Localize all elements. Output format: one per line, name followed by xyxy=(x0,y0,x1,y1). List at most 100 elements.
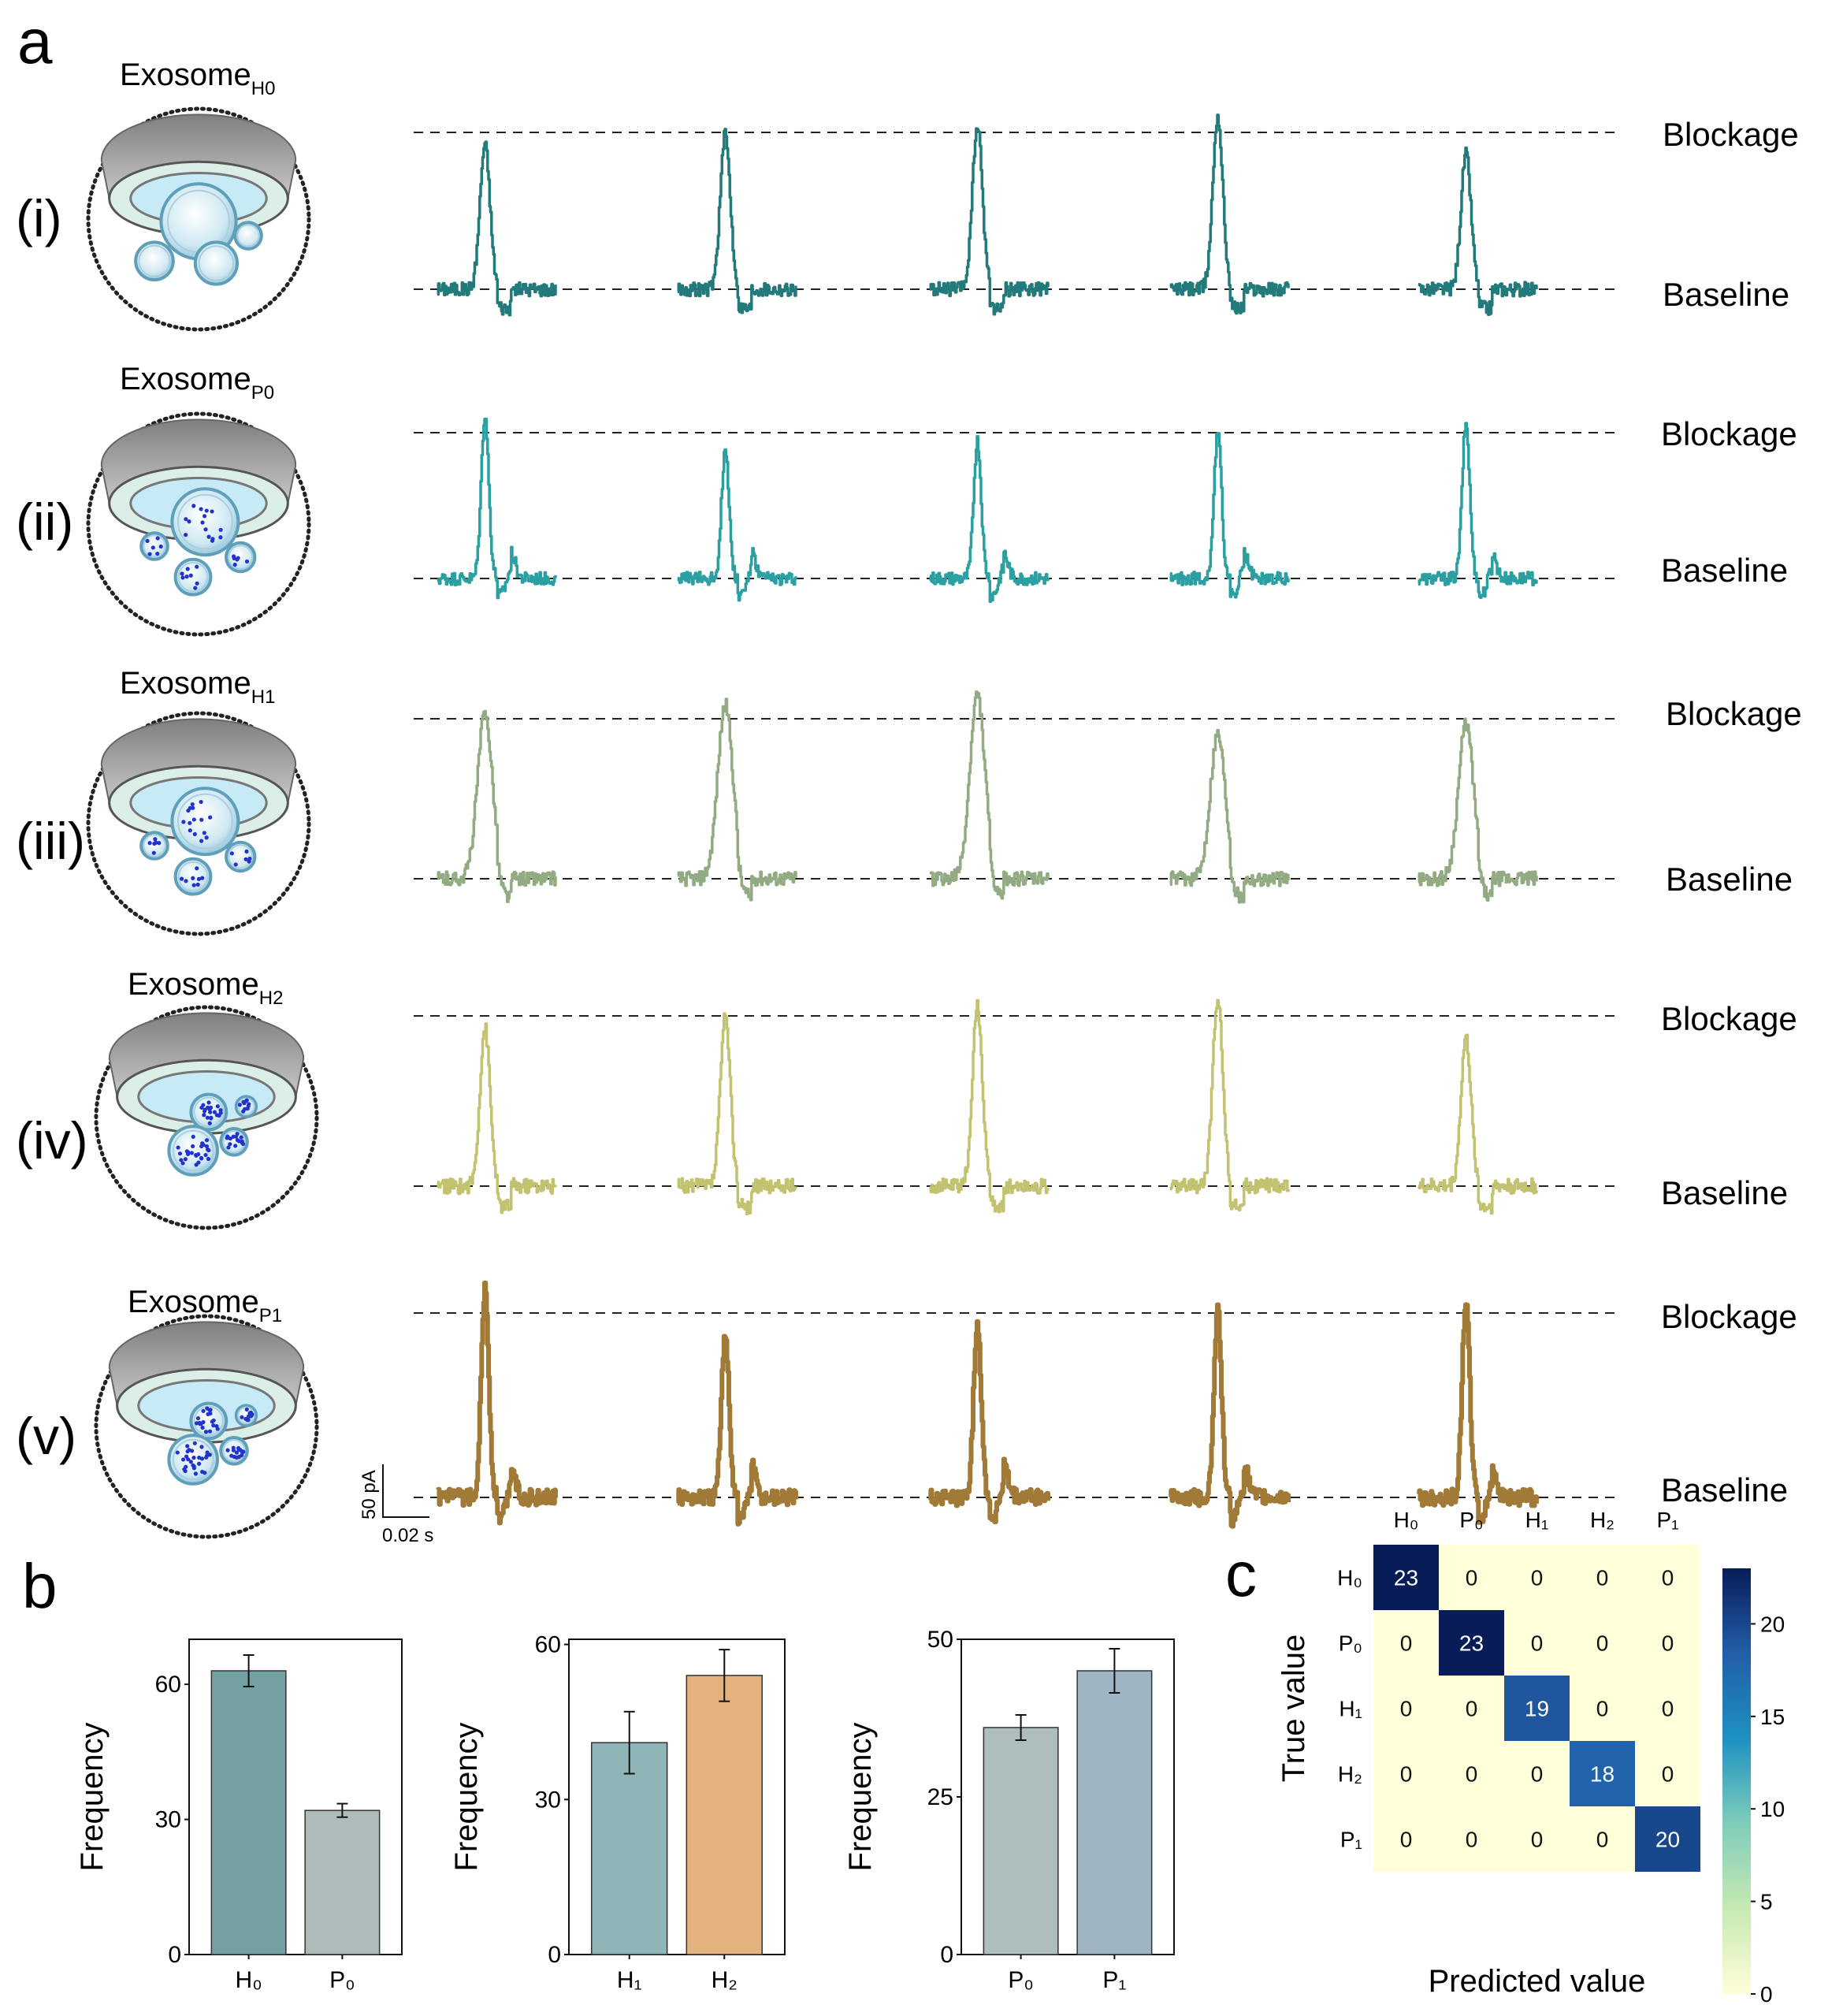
y-tick-label: 60 xyxy=(155,1672,181,1698)
bar-chart-2: 0 30 60 Frequency H₁ H₂ xyxy=(449,1632,786,1993)
matrix-cell xyxy=(1373,1806,1439,1872)
translocation-trace xyxy=(1418,1033,1538,1215)
blockage-label: Blockage xyxy=(1663,116,1799,153)
matrix-cell xyxy=(1504,1741,1570,1806)
blockage-label: Blockage xyxy=(1661,1000,1797,1037)
x-axis-label: Predicted value xyxy=(1429,1964,1646,1999)
cargo-dot xyxy=(199,1445,204,1449)
translocation-trace xyxy=(676,1333,798,1527)
cargo-dot xyxy=(188,1460,193,1464)
cargo-dot xyxy=(192,831,197,837)
cargo-dot xyxy=(233,1144,238,1148)
exosome-title-subscript: H2 xyxy=(259,988,284,1009)
scale-bar-time-label: 0.02 s xyxy=(382,1525,433,1546)
cargo-dot xyxy=(200,876,205,880)
cargo-dot xyxy=(209,1115,214,1120)
matrix-cell xyxy=(1373,1676,1439,1741)
matrix-cell-value: 0 xyxy=(1531,1631,1544,1656)
cargo-dot xyxy=(185,567,190,571)
y-tick-label: 50 xyxy=(927,1627,953,1653)
cargo-dot xyxy=(205,1453,210,1458)
cargo-dot xyxy=(218,527,223,532)
matrix-cell-value: 0 xyxy=(1400,1697,1413,1721)
cargo-dot xyxy=(204,1144,210,1149)
scale-bar: 50 pA0.02 s xyxy=(359,1464,433,1546)
row-numeral: (ii) xyxy=(16,493,73,551)
cargo-dot xyxy=(188,573,193,578)
x-tick-label: P₀ xyxy=(1008,1967,1033,1993)
vesicle-inner-ring xyxy=(177,561,209,593)
cargo-dot xyxy=(195,581,199,586)
cargo-dot xyxy=(208,1110,213,1114)
blockage-label: Blockage xyxy=(1661,415,1797,452)
cargo-dot xyxy=(199,507,203,511)
cargo-dot xyxy=(158,544,163,549)
matrix-cell xyxy=(1504,1610,1570,1676)
cargo-dot xyxy=(233,862,238,867)
scale-bar-lines xyxy=(382,1464,429,1518)
exosome-title-main: Exosome xyxy=(120,362,251,396)
cargo-dot xyxy=(246,1417,251,1423)
cargo-dot xyxy=(191,876,195,880)
cargo-dot xyxy=(188,805,192,810)
baseline-label: Baseline xyxy=(1661,552,1788,589)
exosome-title: ExosomeH0 xyxy=(120,58,275,99)
cargo-dot xyxy=(215,1426,220,1431)
cargo-dot xyxy=(145,538,150,543)
cargo-dot xyxy=(235,1132,240,1136)
y-tick-label: 30 xyxy=(155,1807,181,1833)
baseline-label: Baseline xyxy=(1666,861,1793,898)
cargo-dot xyxy=(208,1105,214,1110)
panel-label-c: c xyxy=(1225,1539,1257,1609)
blockage-label: Blockage xyxy=(1661,1298,1797,1335)
cargo-dot xyxy=(210,1419,214,1424)
scale-bar-current-label: 50 pA xyxy=(359,1470,380,1519)
exosome-title: ExosomeP0 xyxy=(120,362,274,404)
translocation-trace xyxy=(437,1022,557,1214)
matrix-cell xyxy=(1570,1610,1635,1676)
x-tick-label: H₀ xyxy=(236,1967,262,1993)
matrix-cell-value: 0 xyxy=(1531,1828,1544,1852)
cargo-dot xyxy=(157,841,162,846)
matrix-cell xyxy=(1570,1741,1635,1806)
cargo-dot xyxy=(202,831,206,835)
cargo-dot xyxy=(204,508,209,513)
cargo-dot xyxy=(203,1430,209,1434)
colorbar-tick-label: 15 xyxy=(1760,1705,1785,1729)
matrix-cell xyxy=(1504,1806,1570,1872)
cargo-dot xyxy=(192,1441,197,1445)
cargo-dot xyxy=(184,1464,188,1469)
colorbar-tick-label: 20 xyxy=(1760,1612,1785,1636)
bar-chart-1: 0 30 60 Frequency H₀ P₀ xyxy=(75,1638,403,1993)
vesicle xyxy=(193,240,239,286)
vesicle xyxy=(134,240,175,282)
cargo-dot xyxy=(201,1419,206,1425)
cargo-dot xyxy=(240,1449,245,1455)
row-label: H₁ xyxy=(1339,1697,1362,1721)
translocation-trace xyxy=(1169,432,1290,599)
translocation-trace xyxy=(436,1280,558,1526)
cargo-dot xyxy=(191,817,196,822)
cargo-dot xyxy=(191,1144,195,1149)
cargo-dot xyxy=(232,556,236,561)
vesicle-inner-ring xyxy=(143,534,166,558)
cargo-dot xyxy=(204,1138,210,1143)
cargo-dot xyxy=(199,1456,205,1461)
cargo-dot xyxy=(181,820,186,824)
cargo-dot xyxy=(207,1121,212,1125)
panel-label-a: a xyxy=(17,6,53,76)
vesicle-inner-ring xyxy=(177,861,209,892)
matrix-cell-value: 0 xyxy=(1400,1631,1413,1656)
matrix-cell-value: 0 xyxy=(1596,1566,1609,1590)
chart-frame xyxy=(188,1638,403,1955)
matrix-cell-value: 0 xyxy=(1596,1631,1609,1656)
vesicle-inner-ring xyxy=(222,1130,246,1154)
translocation-trace xyxy=(1418,422,1538,599)
cargo-dot xyxy=(184,533,188,537)
matrix-cell xyxy=(1570,1676,1635,1741)
cargo-dot xyxy=(183,1157,188,1162)
cargo-dot xyxy=(155,536,160,541)
cargo-dot xyxy=(177,1151,183,1156)
matrix-cell xyxy=(1439,1610,1504,1676)
